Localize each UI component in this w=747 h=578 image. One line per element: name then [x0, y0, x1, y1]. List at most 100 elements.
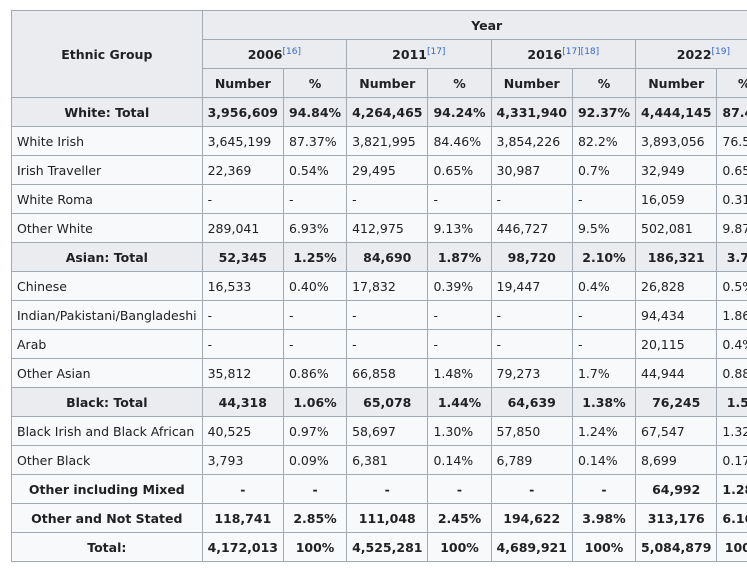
percent-cell: - [282, 474, 348, 504]
percent-cell: 9.87% [716, 213, 747, 243]
year-label: 2022 [676, 46, 712, 62]
number-cell: - [201, 474, 285, 504]
percent-cell: 6.93% [282, 213, 348, 243]
number-cell: 4,525,281 [346, 532, 429, 562]
table-row: Other Asian 35,812 0.86% 66,858 1.48% 79,273 1… [11, 358, 747, 388]
reference-link[interactable]: [17][18] [562, 46, 600, 57]
percent-cell: 0.39% [427, 271, 492, 301]
number-cell: 19,447 [490, 271, 573, 301]
number-cell: - [346, 300, 429, 330]
year-2011-header: 2011[17] [346, 39, 492, 69]
number-cell: 98,720 [490, 242, 573, 272]
number-cell: - [201, 300, 285, 330]
number-cell: 4,444,145 [635, 97, 718, 127]
row-label: White Irish [11, 126, 203, 156]
percent-cell: 1.06% [282, 387, 348, 417]
number-cell: 79,273 [490, 358, 573, 388]
number-column-header: Number [635, 68, 718, 98]
reference-link[interactable]: [17] [426, 46, 446, 57]
number-cell: 30,987 [490, 155, 573, 185]
number-cell: 446,727 [490, 213, 573, 243]
table-row: Black Irish and Black African 40,525 0.97%… [11, 416, 747, 446]
subheader-row: Number%Number%Number%Number% [12, 68, 747, 98]
row-label: Indian/Pakistani/Bangladeshi [11, 300, 203, 330]
row-label: Total: [11, 532, 203, 562]
number-cell: 3,793 [201, 445, 285, 475]
percent-cell: - [427, 184, 492, 214]
row-label: Black: Total [11, 387, 203, 417]
number-cell: 20,115 [635, 329, 718, 359]
year-label: 2011 [392, 46, 427, 62]
row-label: Irish Traveller [11, 155, 203, 185]
row-label: Black Irish and Black African [11, 416, 203, 446]
number-cell: 26,828 [635, 271, 718, 301]
number-cell: 58,697 [346, 416, 429, 446]
table-container: Ethnic Group Year 2006[16] 2011[17] 2016[1… [11, 10, 747, 562]
percent-cell: 0.88% [716, 358, 747, 388]
percent-cell: 0.14% [571, 445, 637, 475]
number-cell: - [201, 329, 285, 359]
percent-column-header: % [716, 68, 747, 98]
table-row: Other Black 3,793 0.09% 6,381 0.14% 6,789 0.14… [11, 445, 747, 475]
year-2016-header: 2016[17][18] [490, 39, 637, 69]
percent-cell: 76.5% [716, 126, 747, 156]
number-column-header: Number [346, 68, 429, 98]
number-cell: 67,547 [635, 416, 718, 446]
row-label: Other and Not Stated [11, 503, 203, 533]
number-cell: 16,533 [201, 271, 285, 301]
table-row: Other White 289,041 6.93% 412,975 9.13% 446,7… [11, 213, 747, 243]
number-cell: 35,812 [201, 358, 285, 388]
number-cell: 44,944 [635, 358, 718, 388]
percent-cell: 0.17% [716, 445, 747, 475]
percent-cell: 6.16% [716, 503, 747, 533]
number-cell: - [346, 474, 429, 504]
number-cell: 94,434 [635, 300, 718, 330]
percent-cell: - [571, 329, 637, 359]
percent-cell: 2.10% [571, 242, 637, 272]
percent-cell: 0.31% [716, 184, 747, 214]
number-cell: 64,639 [490, 387, 573, 417]
number-cell: 65,078 [346, 387, 429, 417]
row-label: White Roma [11, 184, 203, 214]
table-body: White: Total 3,956,609 94.84% 4,264,465 94.2… [11, 97, 747, 562]
percent-cell: 1.38% [571, 387, 637, 417]
percent-cell: 9.13% [427, 213, 492, 243]
percent-cell: 0.86% [282, 358, 348, 388]
percent-cell: - [282, 184, 348, 214]
reference-link[interactable]: [19] [711, 46, 731, 57]
row-label: Other White [11, 213, 203, 243]
row-label: Other including Mixed [11, 474, 203, 504]
year-label: 2016 [527, 46, 563, 62]
reference-link[interactable]: [16] [282, 46, 301, 57]
year-header: Year [201, 10, 747, 40]
percent-cell: 1.30% [427, 416, 492, 446]
percent-cell: 0.4% [571, 271, 637, 301]
percent-cell: 0.5% [716, 271, 747, 301]
percent-cell: 0.65% [427, 155, 492, 185]
table-row: White Irish 3,645,199 87.37% 3,821,995 84.46… [11, 126, 747, 156]
number-cell: 3,854,226 [490, 126, 573, 156]
percent-cell: - [427, 474, 492, 504]
number-cell: - [490, 329, 573, 359]
percent-cell: 1.32% [716, 416, 747, 446]
number-cell: 52,345 [201, 242, 285, 272]
number-cell: 4,172,013 [201, 532, 285, 562]
percent-cell: 2.85% [282, 503, 348, 533]
percent-cell: 1.28% [716, 474, 747, 504]
number-cell: 32,949 [635, 155, 718, 185]
percent-cell: 3.7% [716, 242, 747, 272]
number-cell: 22,369 [201, 155, 285, 185]
table-row: Black: Total 44,318 1.06% 65,078 1.44% 64,639… [11, 387, 747, 417]
number-cell: 6,381 [346, 445, 429, 475]
percent-column-header: % [427, 68, 492, 98]
number-cell: 3,956,609 [201, 97, 285, 127]
number-column-header: Number [490, 68, 573, 98]
percent-cell: 9.5% [571, 213, 637, 243]
percent-cell: - [571, 300, 637, 330]
percent-cell: 84.46% [427, 126, 492, 156]
year-row: 2006[16] 2011[17] 2016[17][18] 2022[19] [12, 39, 747, 69]
row-label: White: Total [11, 97, 203, 127]
number-cell: 289,041 [201, 213, 285, 243]
number-cell: 186,321 [635, 242, 718, 272]
